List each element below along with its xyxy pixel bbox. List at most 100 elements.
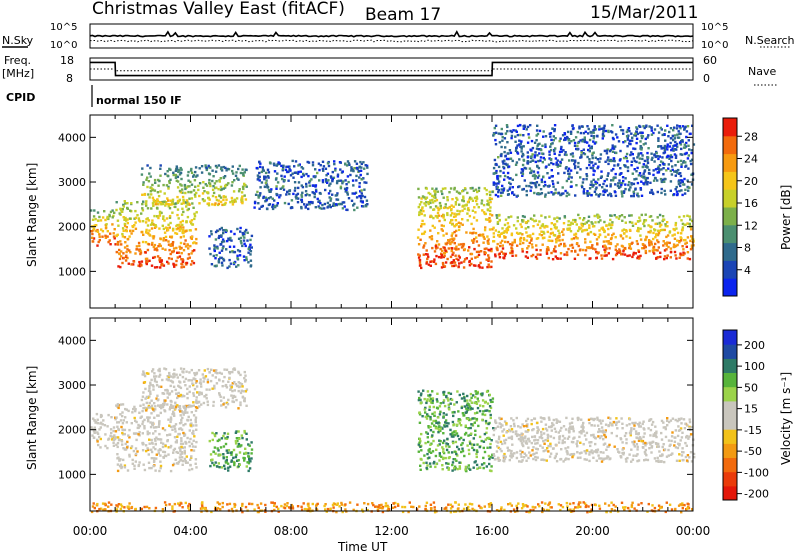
heatmap-cell (567, 457, 570, 461)
heatmap-cell (494, 143, 498, 146)
heatmap-cell (194, 418, 197, 422)
heatmap-cell (681, 228, 684, 231)
heatmap-cell (300, 193, 303, 197)
freq-unit: [MHz] (2, 67, 34, 80)
heatmap-cell (158, 243, 161, 246)
heatmap-cell (483, 450, 487, 454)
heatmap-cell (193, 372, 196, 375)
heatmap-cell (434, 247, 438, 250)
heatmap-cell (291, 172, 294, 175)
heatmap-cell (184, 422, 187, 426)
heatmap-cell (610, 226, 613, 230)
heatmap-cell (205, 397, 208, 400)
heatmap-cell (472, 443, 476, 446)
heatmap-cell (362, 205, 365, 208)
heatmap-cell (607, 129, 610, 133)
heatmap-cell (222, 453, 225, 456)
heatmap-cell (195, 211, 198, 214)
heatmap-cell (686, 125, 690, 128)
heatmap-cell (502, 252, 505, 255)
heatmap-cell (220, 256, 223, 260)
heatmap-cell (169, 243, 172, 246)
heatmap-cell (450, 223, 454, 226)
heatmap-cell (211, 458, 214, 461)
heatmap-cell (197, 184, 200, 188)
heatmap-cell (550, 169, 553, 172)
heatmap-cell (448, 408, 451, 411)
heatmap-cell (454, 219, 458, 222)
heatmap-cell (646, 176, 649, 180)
heatmap-cell (218, 234, 221, 238)
heatmap-cell (242, 173, 245, 176)
heatmap-cell (182, 210, 185, 214)
heatmap-cell (184, 239, 187, 242)
heatmap-cell (157, 414, 160, 417)
heatmap-cell (152, 385, 155, 388)
heatmap-cell (532, 457, 535, 461)
heatmap-cell (160, 203, 163, 206)
heatmap-cell (449, 255, 453, 259)
heatmap-cell (662, 218, 666, 221)
heatmap-cell (632, 147, 635, 150)
heatmap-cell (152, 408, 155, 411)
heatmap-cell (133, 432, 137, 435)
heatmap-cell (426, 413, 429, 416)
heatmap-cell (210, 233, 213, 236)
heatmap-cell (665, 256, 668, 260)
heatmap-cell (420, 207, 424, 210)
heatmap-cell (265, 198, 268, 201)
heatmap-cell (570, 180, 573, 184)
heatmap-cell (421, 219, 424, 223)
heatmap-cell (236, 257, 239, 260)
heatmap-cell (681, 226, 685, 229)
heatmap-cell (617, 217, 621, 220)
heatmap-cell (419, 468, 422, 471)
heatmap-cell (418, 203, 422, 206)
heatmap-cell (237, 381, 240, 384)
heatmap-cell (641, 247, 644, 250)
heatmap-cell (488, 462, 491, 466)
heatmap-cell (238, 444, 242, 448)
heatmap-cell (461, 223, 464, 226)
heatmap-cell (249, 264, 253, 267)
heatmap-cell (602, 190, 605, 193)
heatmap-cell (125, 250, 128, 254)
heatmap-cell (608, 223, 611, 227)
heatmap-cell (447, 403, 450, 406)
heatmap-cell (224, 461, 228, 464)
heatmap-cell (668, 157, 671, 160)
heatmap-cell (322, 165, 326, 168)
heatmap-cell (574, 136, 578, 139)
heatmap-cell (520, 225, 523, 229)
heatmap-cell (314, 168, 317, 171)
heatmap-cell (615, 216, 618, 219)
heatmap-cell (222, 229, 226, 232)
heatmap-cell (575, 184, 578, 187)
heatmap-cell (553, 234, 557, 237)
heatmap-cell (461, 449, 465, 453)
heatmap-cell (192, 432, 195, 435)
heatmap-cell (179, 166, 182, 170)
heatmap-cell (233, 389, 236, 392)
heatmap-cell (511, 251, 514, 254)
heatmap-cell (418, 259, 422, 262)
heatmap-cell (454, 466, 457, 470)
heatmap-cell (145, 372, 149, 375)
heatmap-cell (194, 401, 198, 404)
heatmap-cell (432, 405, 435, 409)
heatmap-cell (490, 247, 493, 251)
heatmap-cell (635, 454, 638, 457)
heatmap-cell (462, 199, 465, 203)
heatmap-cell (244, 374, 247, 377)
heatmap-cell (676, 160, 680, 163)
heatmap-cell (181, 411, 184, 414)
heatmap-cell (353, 208, 356, 212)
heatmap-cell (680, 219, 683, 222)
heatmap-cell (501, 247, 505, 250)
heatmap-cell (158, 405, 162, 408)
heatmap-cell (588, 224, 591, 227)
heatmap-cell (526, 141, 530, 144)
heatmap-cell (464, 465, 468, 469)
heatmap-cell (447, 399, 450, 402)
heatmap-cell (547, 239, 550, 242)
